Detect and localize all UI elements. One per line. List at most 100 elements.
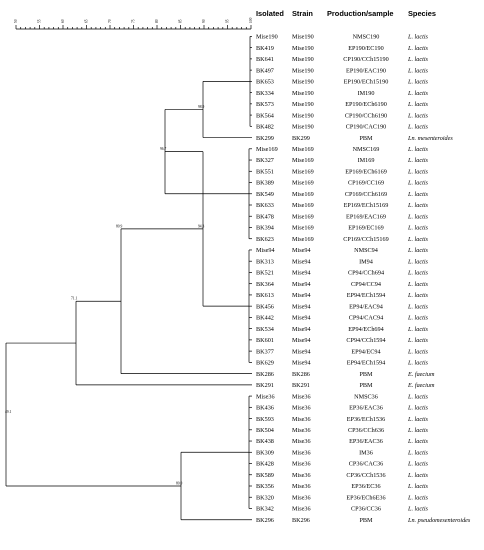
species-cell: L. lactis [407, 303, 429, 310]
species-cell: L. lactis [407, 124, 429, 131]
sample-cell: EP94/ECh694 [348, 326, 383, 333]
species-cell: L. lactis [407, 461, 429, 468]
sample-cell: EP190/EC190 [348, 45, 383, 52]
table-row: BK589 Mise36 CP36/CCh1536 L. lactis [256, 472, 429, 479]
species-cell: L. lactis [407, 405, 429, 412]
node-similarity-label: 94.3 [198, 224, 204, 228]
isolated-cell: BK299 [256, 135, 274, 142]
table-row: BK478 Mise169 EP169/EAC169 L. lactis [256, 213, 429, 220]
species-cell: Ln. mesenteroides [407, 135, 453, 142]
isolated-cell: Mise169 [256, 146, 278, 153]
header-species: Species [408, 9, 436, 18]
sample-cell: CP169/CC169 [348, 180, 384, 187]
table-row: BK601 Mise94 CP94/CCh1594 L. lactis [256, 337, 429, 344]
strain-cell: Mise169 [292, 202, 314, 209]
isolated-cell: BK601 [256, 337, 274, 344]
isolated-cell: BK456 [256, 303, 274, 310]
strain-cell: Mise190 [292, 34, 314, 41]
species-cell: L. lactis [407, 236, 429, 243]
node-similarity-label: 49.1 [5, 410, 11, 414]
strain-cell: Mise94 [292, 292, 311, 299]
sample-cell: CP169/CCh15169 [343, 236, 388, 243]
species-cell: L. lactis [407, 483, 429, 490]
species-cell: L. lactis [407, 168, 429, 175]
strain-cell: Mise36 [292, 449, 311, 456]
species-cell: L. lactis [407, 213, 429, 220]
strain-cell: Mise169 [292, 236, 314, 243]
isolated-cell: BK623 [256, 236, 274, 243]
strain-cell: Mise36 [292, 393, 311, 400]
strain-cell: BK299 [292, 135, 310, 142]
sample-cell: CP94/CCh1594 [346, 337, 385, 344]
species-cell: L. lactis [407, 360, 429, 367]
isolated-cell: BK593 [256, 416, 274, 423]
scale-tick-label: 100 [249, 17, 253, 23]
sample-cell: CP36/CAC36 [349, 461, 383, 468]
strain-cell: Mise94 [292, 258, 311, 265]
sample-cell: PBM [359, 135, 373, 142]
isolated-cell: BK534 [256, 326, 274, 333]
table-row: BK389 Mise169 CP169/CC169 L. lactis [256, 180, 429, 187]
table-row: Mise94 Mise94 NMSC94 L. lactis [256, 247, 429, 254]
species-cell: L. lactis [407, 101, 429, 108]
sample-cell: CP94/CC94 [351, 281, 381, 288]
isolated-cell: BK521 [256, 270, 274, 277]
isolated-cell: BK633 [256, 202, 274, 209]
strain-cell: Mise169 [292, 157, 314, 164]
strain-cell: Mise94 [292, 247, 311, 254]
species-cell: L. lactis [407, 315, 429, 322]
strain-cell: BK291 [292, 382, 310, 389]
table-row: BK299 BK299 PBM Ln. mesenteroides [256, 135, 453, 142]
sample-cell: IM94 [359, 258, 373, 265]
species-cell: L. lactis [407, 258, 429, 265]
species-cell: E. faecium [407, 371, 435, 378]
isolated-cell: BK296 [256, 517, 274, 524]
isolated-cell: BK291 [256, 382, 274, 389]
table-row: BK342 Mise36 CP36/CC36 L. lactis [256, 506, 429, 513]
strain-cell: Mise190 [292, 112, 314, 119]
isolated-cell: BK442 [256, 315, 274, 322]
sample-cell: EP36/ECh1536 [347, 416, 386, 423]
isolated-cell: BK356 [256, 483, 274, 490]
sample-cell: EP36/EC36 [351, 483, 380, 490]
strain-cell: Mise169 [292, 191, 314, 198]
similarity-scale: 50 55 60 65 70 75 80 85 90 95 100 [14, 17, 253, 30]
isolated-cell: Mise190 [256, 34, 278, 41]
strain-cell: Mise94 [292, 337, 311, 344]
node-similarity-label: 98.9 [198, 105, 204, 109]
strain-cell: Mise169 [292, 146, 314, 153]
dendrogram-tree [5, 36, 252, 521]
scale-tick-label: 60 [61, 19, 65, 23]
strain-cell: Mise36 [292, 494, 311, 501]
isolated-cell: BK482 [256, 124, 274, 131]
table-row: BK534 Mise94 EP94/ECh694 L. lactis [256, 326, 429, 333]
table-row: Mise190 Mise190 NMSC190 L. lactis [256, 34, 429, 41]
isolated-cell: BK364 [256, 281, 274, 288]
sample-cell: EP169/ECh15169 [344, 202, 389, 209]
sample-cell: EP94/EC94 [351, 348, 380, 355]
table-row: BK456 Mise94 EP94/EAC94 L. lactis [256, 303, 429, 310]
isolated-cell: BK342 [256, 506, 274, 513]
sample-cell: PBM [359, 371, 373, 378]
table-row: BK497 Mise190 EP190/EAC190 L. lactis [256, 67, 429, 74]
scale-tick-label: 85 [179, 19, 183, 23]
isolated-cell: BK286 [256, 371, 274, 378]
sample-cell: EP94/ECh1594 [347, 360, 386, 367]
sample-cell: EP190/EAC190 [346, 67, 386, 74]
node-similarity-label: 80.0 [176, 482, 182, 486]
strain-cell: Mise169 [292, 225, 314, 232]
sample-cell: NMSC36 [354, 393, 378, 400]
table-row: BK438 Mise36 EP36/EAC36 L. lactis [256, 438, 429, 445]
sample-cell: EP190/ECh15190 [344, 79, 389, 86]
strain-cell: BK296 [292, 517, 310, 524]
species-cell: L. lactis [407, 56, 429, 63]
isolated-cell: BK653 [256, 79, 274, 86]
species-cell: L. lactis [407, 416, 429, 423]
isolated-cell: BK309 [256, 449, 274, 456]
species-cell: L. lactis [407, 494, 429, 501]
sample-cell: NMSC169 [353, 146, 380, 153]
species-cell: L. lactis [407, 449, 429, 456]
strain-cell: Mise36 [292, 472, 311, 479]
isolated-cell: BK419 [256, 45, 274, 52]
table-row: BK327 Mise169 IM169 L. lactis [256, 157, 429, 164]
